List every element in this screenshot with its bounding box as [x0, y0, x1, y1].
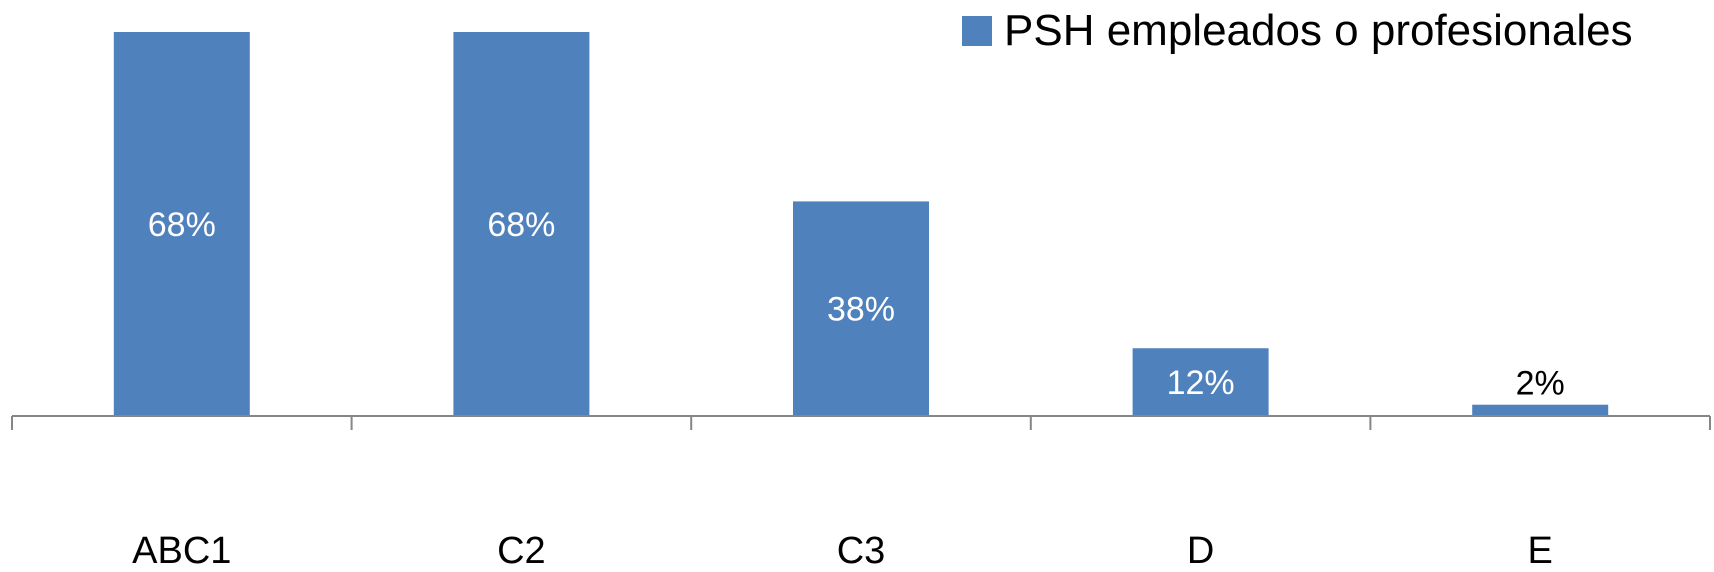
chart-legend: PSH empleados o profesionales	[962, 6, 1633, 56]
x-tick-label: ABC1	[132, 530, 231, 572]
bar	[793, 201, 929, 416]
legend-swatch	[962, 16, 992, 46]
data-label: 2%	[1516, 365, 1565, 403]
bar	[453, 32, 590, 416]
x-tick-label: C2	[497, 530, 546, 572]
data-label: 12%	[1167, 364, 1235, 402]
data-label: 38%	[827, 291, 895, 329]
bar	[1472, 404, 1609, 416]
legend-label: PSH empleados o profesionales	[1004, 6, 1633, 55]
bar	[1132, 348, 1269, 416]
x-tick-label: C3	[837, 530, 886, 572]
x-tick-label: D	[1187, 530, 1214, 572]
data-label: 68%	[148, 206, 216, 244]
bar	[113, 32, 250, 416]
data-label: 68%	[487, 206, 555, 244]
x-tick-label: E	[1528, 530, 1553, 572]
